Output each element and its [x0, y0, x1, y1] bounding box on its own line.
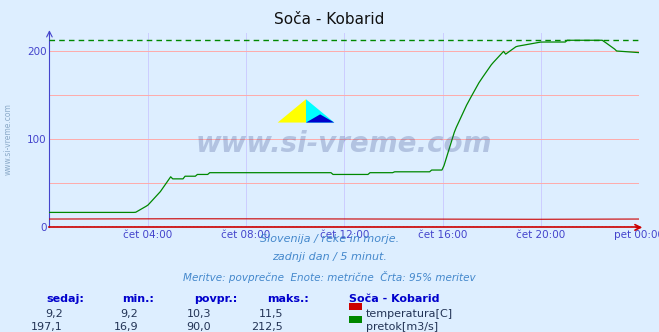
- Text: povpr.:: povpr.:: [194, 294, 238, 304]
- Text: 11,5: 11,5: [259, 309, 283, 319]
- Text: 9,2: 9,2: [45, 309, 63, 319]
- Text: 16,9: 16,9: [114, 322, 138, 332]
- Text: 197,1: 197,1: [31, 322, 63, 332]
- Text: Meritve: povprečne  Enote: metrične  Črta: 95% meritev: Meritve: povprečne Enote: metrične Črta:…: [183, 271, 476, 283]
- Text: 212,5: 212,5: [252, 322, 283, 332]
- Polygon shape: [306, 99, 334, 123]
- Text: min.:: min.:: [122, 294, 154, 304]
- Text: www.si-vreme.com: www.si-vreme.com: [196, 130, 492, 158]
- Text: pretok[m3/s]: pretok[m3/s]: [366, 322, 438, 332]
- Text: Soča - Kobarid: Soča - Kobarid: [274, 12, 385, 27]
- Text: 10,3: 10,3: [186, 309, 211, 319]
- Polygon shape: [277, 99, 306, 123]
- Text: temperatura[C]: temperatura[C]: [366, 309, 453, 319]
- Text: maks.:: maks.:: [267, 294, 308, 304]
- Text: 9,2: 9,2: [121, 309, 138, 319]
- Text: zadnji dan / 5 minut.: zadnji dan / 5 minut.: [272, 252, 387, 262]
- Polygon shape: [306, 115, 334, 123]
- Text: sedaj:: sedaj:: [46, 294, 84, 304]
- Text: www.si-vreme.com: www.si-vreme.com: [3, 104, 13, 175]
- Text: Slovenija / reke in morje.: Slovenija / reke in morje.: [260, 234, 399, 244]
- Text: 90,0: 90,0: [186, 322, 211, 332]
- Text: Soča - Kobarid: Soča - Kobarid: [349, 294, 440, 304]
